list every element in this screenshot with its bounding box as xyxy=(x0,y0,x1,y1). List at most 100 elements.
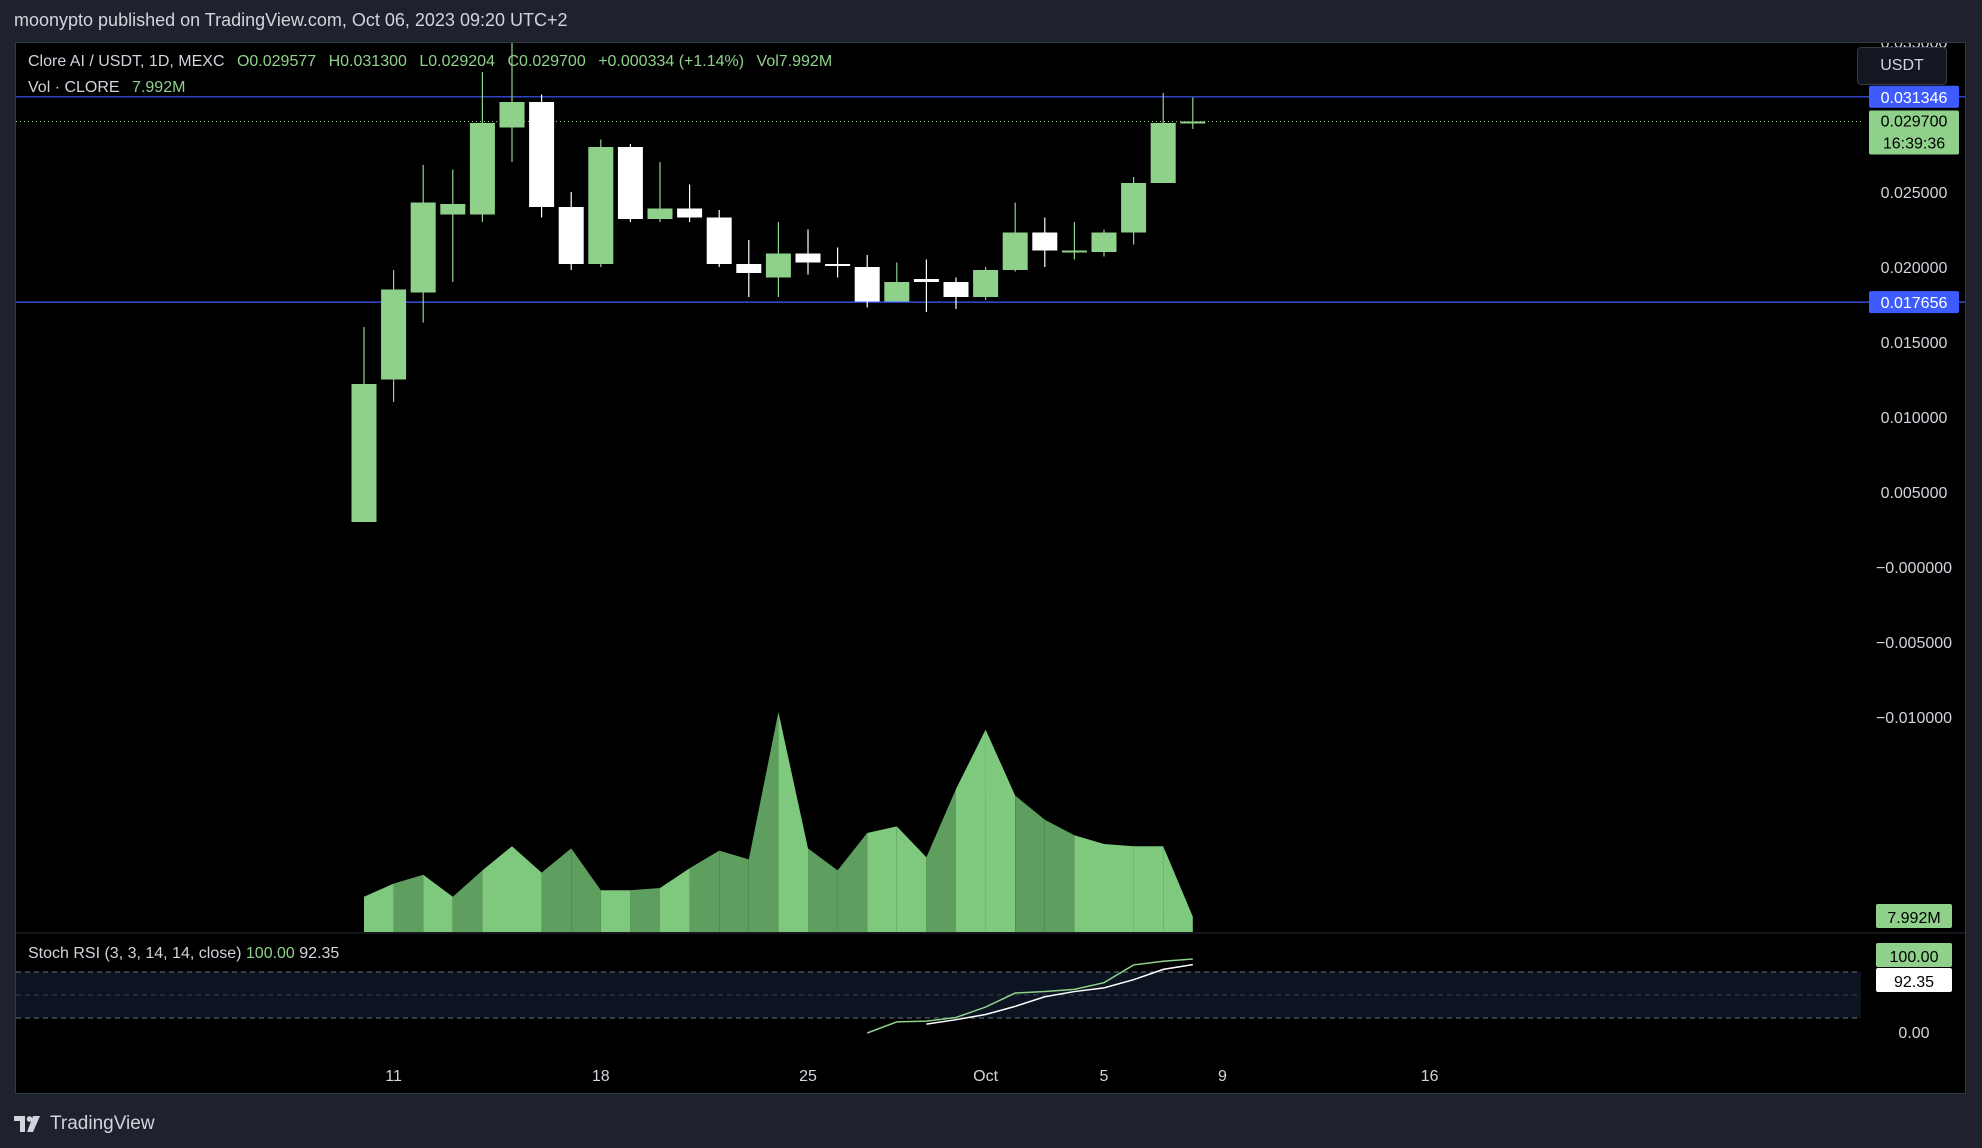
volume-segment xyxy=(1044,819,1075,932)
stoch-rsi-k-line xyxy=(866,958,1193,1034)
candle-body xyxy=(410,202,436,293)
resistance-price-badge-text: 0.031346 xyxy=(1881,90,1948,107)
candle-body xyxy=(558,207,584,264)
volume-indicator-label[interactable]: Vol · CLORE xyxy=(28,79,120,96)
high-value: H0.031300 xyxy=(328,53,407,70)
symbol-label[interactable]: Clore AI / USDT, 1D, MEXC xyxy=(28,53,225,70)
volume-segment xyxy=(748,712,779,932)
candle-countdown-text: 16:39:36 xyxy=(1883,136,1945,153)
time-axis-tick-label: 9 xyxy=(1218,1068,1227,1085)
volume-segment xyxy=(364,883,394,932)
rsi-k-badge-text: 100.00 xyxy=(1890,949,1939,966)
price-axis-tick-label: 0.020000 xyxy=(1881,260,1948,277)
price-axis-tick-label: 0.010000 xyxy=(1881,410,1948,427)
candle-body xyxy=(706,217,732,264)
volume-segment xyxy=(482,846,512,932)
rsi-k-badge xyxy=(1876,943,1952,967)
tradingview-logo-icon xyxy=(14,1116,40,1132)
volume-segment xyxy=(985,729,1016,932)
volume-segment xyxy=(630,888,660,932)
price-axis-tick-label: 0.025000 xyxy=(1881,185,1948,202)
rsi-d-badge xyxy=(1876,968,1952,992)
volume-segment xyxy=(1133,846,1164,932)
candle-body xyxy=(617,147,643,219)
volume-segment xyxy=(1015,795,1045,932)
candle-body xyxy=(795,253,821,263)
time-axis-tick-label: 18 xyxy=(592,1068,610,1085)
time-axis-tick-label: 16 xyxy=(1421,1068,1439,1085)
stoch-rsi-d-value: 92.35 xyxy=(299,945,340,962)
candle-body xyxy=(381,289,407,380)
volume-segment xyxy=(423,874,453,932)
volume-segment xyxy=(778,712,808,932)
candle-body xyxy=(647,208,673,219)
volume-value-badge xyxy=(1876,904,1952,928)
open-value: O0.029577 xyxy=(236,53,317,70)
stoch-rsi-label[interactable]: Stoch RSI (3, 3, 14, 14, close) xyxy=(28,945,242,962)
current-price-badge xyxy=(1869,110,1959,155)
tradingview-brand-text: TradingView xyxy=(50,1113,155,1134)
volume-segment xyxy=(512,846,542,932)
time-axis-tick-label: 11 xyxy=(385,1068,402,1085)
low-value: L0.029204 xyxy=(419,53,495,70)
candle-body xyxy=(736,264,762,273)
candle-body xyxy=(913,279,939,282)
publish-info: moonypto published on TradingView.com, O… xyxy=(14,9,568,30)
price-axis-tick-label: −0.000000 xyxy=(1876,560,1952,577)
support-price-badge xyxy=(1869,291,1959,314)
volume-segment xyxy=(393,874,424,932)
volume-segment xyxy=(926,789,956,932)
candle-body xyxy=(884,282,910,302)
chart-pane[interactable]: 0.0400000.0350000.0250000.0200000.015000… xyxy=(15,42,1966,1094)
close-value: C0.029700 xyxy=(507,53,586,70)
price-chart-svg[interactable]: 0.0400000.0350000.0250000.0200000.015000… xyxy=(16,43,1966,1094)
candle-body xyxy=(1061,250,1087,253)
volume-segment xyxy=(719,850,749,932)
candle-body xyxy=(943,282,969,297)
tradingview-footer[interactable]: TradingView xyxy=(0,1100,1982,1148)
stoch-rsi-k-value: 100.00 xyxy=(245,945,295,962)
candle-body xyxy=(854,267,880,302)
volume-value: Vol7.992M xyxy=(756,53,833,70)
candle-body xyxy=(1180,121,1206,124)
candle-body xyxy=(1150,123,1176,183)
volume-segment xyxy=(956,729,986,932)
volume-legend: Vol · CLORE 7.992M xyxy=(28,79,193,97)
candle-body xyxy=(529,102,555,207)
volume-segment xyxy=(808,848,838,932)
time-axis-tick-label: Oct xyxy=(973,1068,998,1085)
candle-body xyxy=(440,204,466,215)
candle-body xyxy=(1091,232,1117,252)
candle-body xyxy=(825,264,851,266)
candle-body xyxy=(351,384,377,522)
rsi-d-badge-text: 92.35 xyxy=(1894,974,1934,991)
resistance-price-badge xyxy=(1869,85,1959,108)
volume-segment xyxy=(896,826,927,932)
stoch-rsi-legend: Stoch RSI (3, 3, 14, 14, close) 100.00 9… xyxy=(28,945,339,963)
candle-body xyxy=(1002,232,1028,270)
current-price-badge-text: 0.029700 xyxy=(1881,114,1948,131)
candle-body xyxy=(973,270,999,297)
candle-body xyxy=(588,147,614,264)
ohlc-legend: Clore AI / USDT, 1D, MEXC O0.029577 H0.0… xyxy=(28,53,840,71)
price-axis-tick-label: 0.015000 xyxy=(1881,335,1948,352)
change-value: +0.000334 (+1.14%) xyxy=(598,53,745,70)
volume-indicator-value: 7.992M xyxy=(132,79,186,96)
candle-body xyxy=(499,102,525,128)
volume-segment xyxy=(1074,835,1104,932)
volume-segment xyxy=(541,848,572,932)
volume-segment xyxy=(867,826,897,932)
candle-body xyxy=(469,123,495,215)
price-axis-tick-label: 0.005000 xyxy=(1881,485,1948,502)
volume-segment xyxy=(1104,844,1134,932)
currency-button[interactable]: USDT xyxy=(1857,47,1947,85)
volume-segment xyxy=(571,848,601,932)
volume-segment xyxy=(600,890,631,932)
volume-segment xyxy=(1163,846,1193,932)
price-axis-tick-label: −0.010000 xyxy=(1876,710,1952,727)
volume-segment xyxy=(452,870,483,932)
time-axis-tick-label: 5 xyxy=(1100,1068,1109,1085)
stoch-rsi-d-line xyxy=(926,963,1193,1025)
volume-value-badge-text: 7.992M xyxy=(1887,910,1940,927)
support-price-badge-text: 0.017656 xyxy=(1881,295,1948,312)
